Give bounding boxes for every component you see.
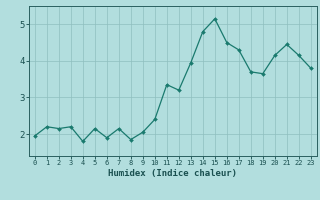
X-axis label: Humidex (Indice chaleur): Humidex (Indice chaleur): [108, 169, 237, 178]
